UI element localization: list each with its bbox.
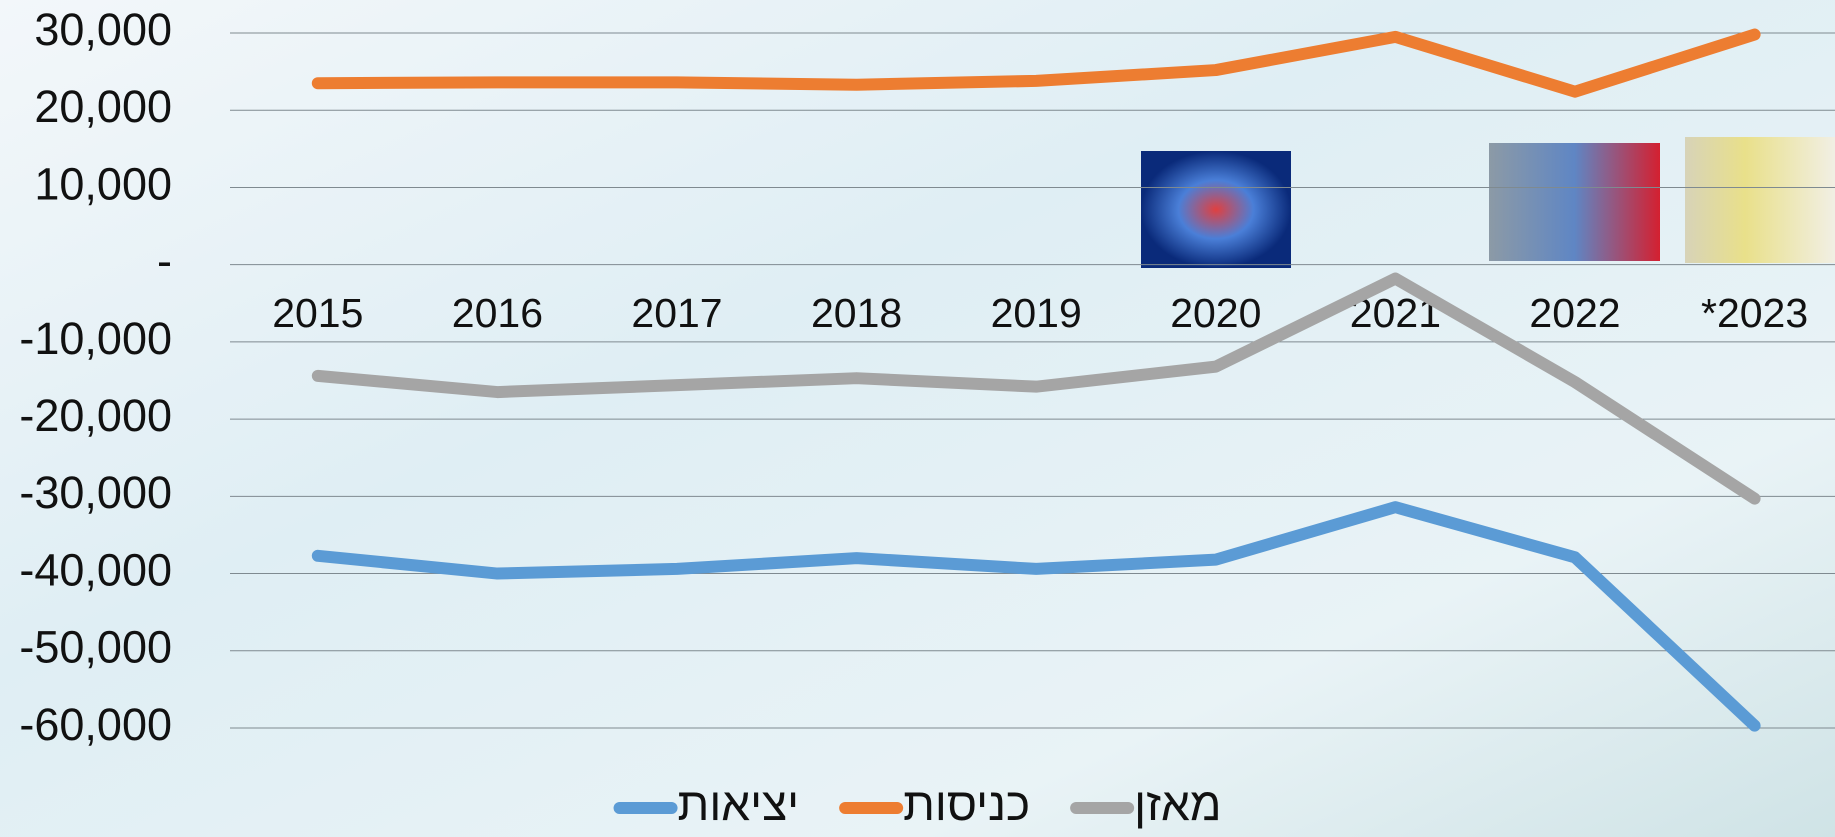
y-tick-label: -60,000 <box>19 699 172 750</box>
y-tick-label: 20,000 <box>34 81 172 132</box>
legend-label: יציאות <box>678 778 800 830</box>
war-map-image <box>1489 143 1660 261</box>
page: 30,000 20,000 10,000 - -10,000 -20,000 -30,000… <box>0 0 1835 837</box>
y-tick-label: -10,000 <box>19 313 172 364</box>
legend-label: מאזן <box>1134 778 1221 830</box>
virus-image <box>1141 151 1291 268</box>
x-tick-label: 2020 <box>1170 290 1261 336</box>
y-tick-label: -30,000 <box>19 467 172 518</box>
y-tick-label: 10,000 <box>34 158 172 209</box>
x-tick-label: 2019 <box>991 290 1082 336</box>
y-tick-label: - <box>157 236 172 287</box>
legend-label: כניסות <box>903 778 1030 830</box>
x-tick-label: *2023 <box>1701 290 1808 336</box>
x-tick-label: 2022 <box>1529 290 1620 336</box>
background <box>0 0 1835 837</box>
y-tick-label: 30,000 <box>34 4 172 55</box>
y-tick-label: -20,000 <box>19 390 172 441</box>
x-tick-label: 2016 <box>452 290 543 336</box>
y-tick-label: -50,000 <box>19 622 172 673</box>
x-tick-label: 2018 <box>811 290 902 336</box>
y-tick-label: -40,000 <box>19 544 172 595</box>
chart: 30,000 20,000 10,000 - -10,000 -20,000 -30,000… <box>0 0 1835 837</box>
x-tick-label: 2015 <box>272 290 363 336</box>
israel-map-image <box>1685 137 1835 263</box>
x-tick-label: 2017 <box>631 290 722 336</box>
